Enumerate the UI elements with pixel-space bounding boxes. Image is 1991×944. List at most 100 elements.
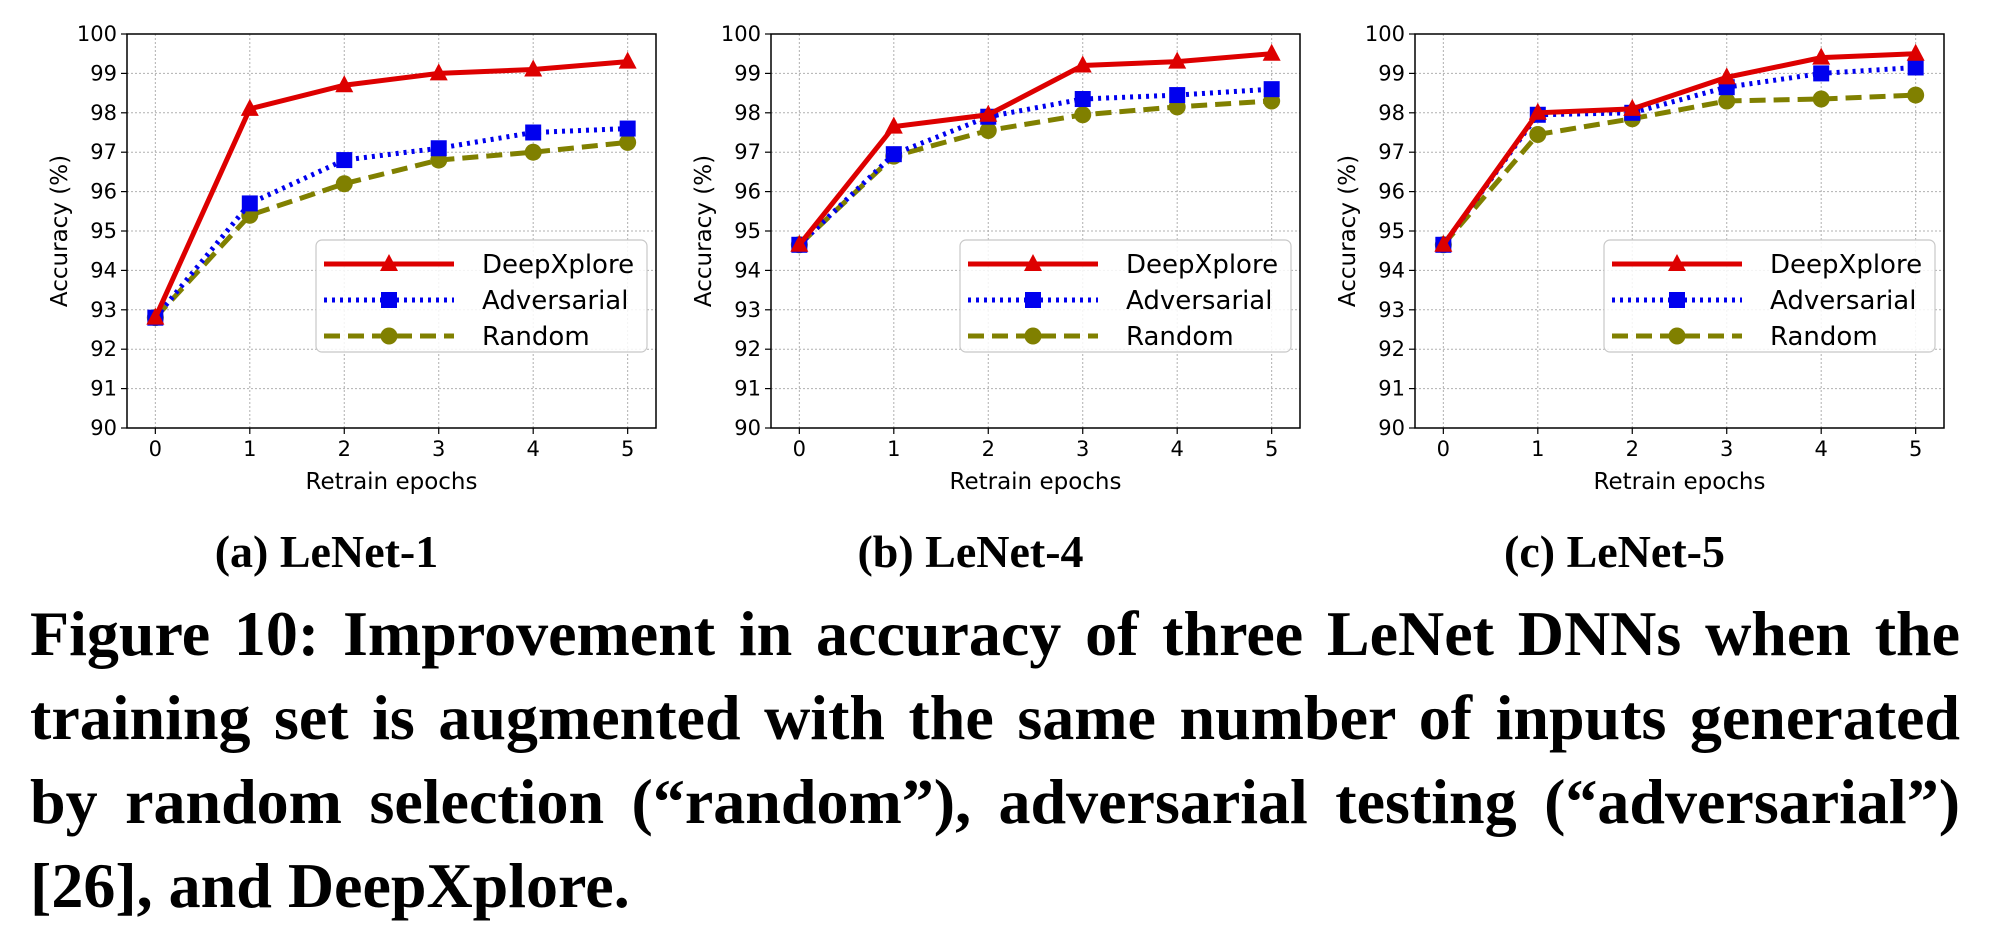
y-tick-label: 100 — [1365, 22, 1405, 46]
legend: DeepXplore Adversarial Random — [1603, 239, 1936, 353]
data-point-deepxplore — [1906, 43, 1925, 61]
x-axis-label: Retrain epochs — [1594, 469, 1766, 495]
data-point-deepxplore — [335, 75, 354, 93]
legend-label-adversarial: Adversarial — [1770, 286, 1916, 316]
y-axis-label: Accuracy (%) — [47, 155, 73, 307]
y-tick-label: 97 — [90, 140, 117, 164]
data-point-adversarial — [619, 120, 636, 137]
y-tick-label: 91 — [90, 377, 117, 401]
data-point-deepxplore — [884, 116, 903, 134]
series-line-deepxplore — [797, 51, 1272, 247]
data-point-deepxplore — [240, 98, 259, 116]
series-line-deepxplore — [153, 59, 628, 319]
legend-marker-random — [1668, 327, 1686, 345]
x-tick-label: 0 — [793, 437, 806, 461]
data-point-random — [979, 122, 997, 140]
y-tick-label: 98 — [1378, 101, 1405, 125]
x-tick-label: 2 — [982, 437, 995, 461]
data-point-deepxplore — [1717, 67, 1736, 85]
x-tick-label: 5 — [621, 437, 634, 461]
x-axis-label: Retrain epochs — [306, 469, 478, 495]
x-tick-label: 4 — [1171, 437, 1184, 461]
series-line-adversarial — [1441, 64, 1916, 247]
y-tick-label: 92 — [90, 337, 117, 361]
chart-panel-3: 90 91 92 93 94 95 96 97 98 99 100 0 1 2 3 4 5 Retrain epo… — [1335, 22, 1945, 577]
x-tick-label: 0 — [1437, 437, 1450, 461]
data-point-random — [1812, 90, 1830, 108]
x-tick-label: 3 — [1076, 437, 1089, 461]
chart-panel-1: 90 91 92 93 94 95 96 97 98 99 100 0 1 2 3 4 5 Retrain epo… — [47, 22, 657, 577]
y-axis-label: Accuracy (%) — [1335, 155, 1361, 307]
series-deepxplore — [1434, 43, 1925, 252]
y-tick-label: 95 — [1378, 219, 1405, 243]
y-tick-label: 94 — [734, 258, 761, 282]
y-tick-label: 95 — [734, 219, 761, 243]
data-point-deepxplore — [1168, 51, 1187, 69]
data-point-adversarial — [1813, 65, 1830, 82]
y-axis-label: Accuracy (%) — [691, 155, 717, 307]
x-tick-label: 1 — [1531, 437, 1544, 461]
data-point-deepxplore — [429, 63, 448, 81]
data-point-adversarial — [241, 195, 258, 212]
y-tick-label: 92 — [1378, 337, 1405, 361]
x-tick-label: 4 — [1815, 437, 1828, 461]
y-tick-label: 93 — [90, 298, 117, 322]
x-tick-label: 2 — [1626, 437, 1639, 461]
y-tick-label: 90 — [90, 416, 117, 440]
y-tick-label: 95 — [90, 219, 117, 243]
legend-label-deepxplore: DeepXplore — [1770, 250, 1922, 280]
data-point-deepxplore — [1623, 98, 1642, 116]
x-tick-label: 1 — [243, 437, 256, 461]
legend-marker-random — [380, 327, 398, 345]
chart-panel-2: 90 91 92 93 94 95 96 97 98 99 100 0 1 2 3 4 5 Retrain epo… — [691, 22, 1301, 577]
x-tick-label: 3 — [1720, 437, 1733, 461]
x-tick-label: 2 — [338, 437, 351, 461]
legend-label-random: Random — [1126, 322, 1234, 352]
series-line-adversarial — [153, 126, 628, 320]
data-point-random — [1718, 92, 1736, 110]
y-tick-label: 90 — [1378, 416, 1405, 440]
series-random — [1434, 86, 1925, 254]
legend-box — [1603, 239, 1936, 353]
data-point-adversarial — [430, 140, 447, 157]
legend: DeepXplore Adversarial Random — [315, 239, 648, 353]
legend-label-adversarial: Adversarial — [1126, 286, 1272, 316]
x-tick-label: 1 — [887, 437, 900, 461]
data-point-deepxplore — [979, 104, 998, 122]
figure-caption: Figure 10: Improvement in accuracy of th… — [30, 598, 1960, 921]
legend-label-adversarial: Adversarial — [482, 286, 628, 316]
series-deepxplore — [146, 51, 637, 325]
data-point-adversarial — [1263, 81, 1280, 98]
legend: DeepXplore Adversarial Random — [959, 239, 1292, 353]
y-tick-label: 93 — [1378, 298, 1405, 322]
subfigure-caption: (b) LeNet-4 — [857, 526, 1083, 577]
y-tick-label: 99 — [90, 61, 117, 85]
data-point-deepxplore — [524, 59, 543, 77]
data-point-random — [1529, 125, 1547, 143]
y-tick-label: 96 — [734, 180, 761, 204]
legend-marker-deepxplore — [1668, 254, 1686, 271]
data-point-deepxplore — [1812, 47, 1831, 65]
data-point-random — [619, 133, 637, 151]
subfigure-caption: (c) LeNet-5 — [1504, 526, 1725, 577]
legend-marker-adversarial — [1025, 292, 1041, 308]
x-tick-label: 3 — [432, 437, 445, 461]
legend-label-random: Random — [1770, 322, 1878, 352]
y-tick-label: 92 — [734, 337, 761, 361]
data-point-deepxplore — [1528, 102, 1547, 120]
data-point-random — [1074, 106, 1092, 124]
series-line-random — [797, 98, 1272, 247]
legend-marker-deepxplore — [1024, 254, 1042, 271]
y-tick-label: 96 — [90, 180, 117, 204]
y-tick-label: 96 — [1378, 180, 1405, 204]
x-axis-label: Retrain epochs — [950, 469, 1122, 495]
data-point-adversarial — [336, 152, 353, 169]
series-line-random — [153, 139, 628, 320]
y-tick-label: 98 — [734, 101, 761, 125]
y-tick-label: 100 — [721, 22, 761, 46]
y-tick-label: 98 — [90, 101, 117, 125]
data-point-adversarial — [1907, 59, 1924, 76]
y-tick-label: 99 — [734, 61, 761, 85]
x-tick-label: 4 — [527, 437, 540, 461]
